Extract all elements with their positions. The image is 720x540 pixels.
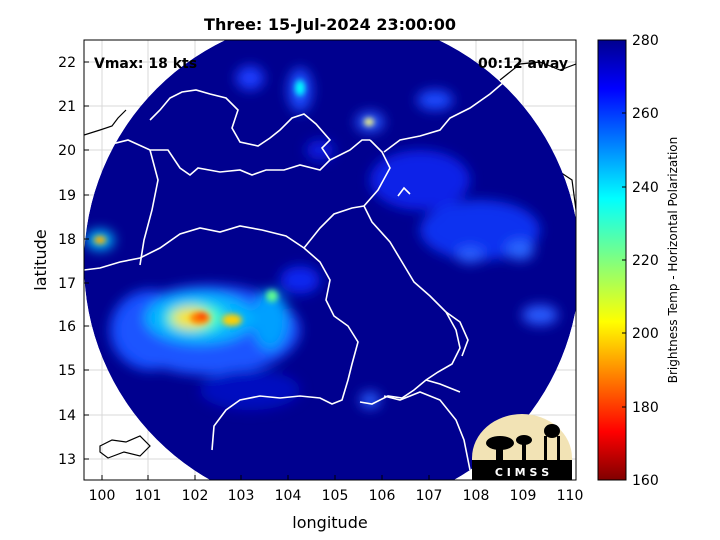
swath-borders	[84, 81, 505, 471]
x-tick-label: 104	[275, 488, 302, 504]
colorbar	[597, 39, 627, 481]
plot-frame	[83, 39, 577, 481]
plot-title: Three: 15-Jul-2024 23:00:00	[204, 15, 456, 34]
y-tick-label: 13	[58, 452, 76, 468]
y-tick-label: 21	[58, 99, 76, 115]
x-axis-label: longitude	[292, 513, 367, 532]
y-tick-label: 15	[58, 363, 76, 379]
x-tick-label: 101	[135, 488, 162, 504]
y-axis-label: latitude	[31, 229, 50, 290]
colorbar-tick-label: 280	[632, 33, 659, 49]
y-tick-label: 20	[58, 143, 76, 159]
x-tick-label: 103	[228, 488, 255, 504]
colorbar-tick-label: 160	[632, 473, 659, 489]
y-tick-label: 19	[58, 188, 76, 204]
x-tick-label: 106	[369, 488, 396, 504]
x-tick-label: 105	[322, 488, 349, 504]
x-tick-label: 107	[416, 488, 443, 504]
y-tick-label: 22	[58, 55, 76, 71]
x-tick-label: 102	[182, 488, 209, 504]
colorbar-tick-label: 240	[632, 180, 659, 196]
colorbar-ticks	[622, 112, 626, 408]
x-tick-label: 100	[89, 488, 116, 504]
brightness-swath	[84, 40, 576, 480]
vmax-label: Vmax: 18 kts	[94, 56, 197, 72]
x-tick-label: 110	[557, 488, 584, 504]
colorbar-tick-label: 180	[632, 400, 659, 416]
colorbar-tick-label: 260	[632, 106, 659, 122]
y-tick-label: 14	[58, 408, 76, 424]
colorbar-tick-label: 200	[632, 326, 659, 342]
colorbar-label: Brightness Temp - Horizontal Polarizatio…	[666, 137, 680, 384]
y-tick-label: 17	[58, 276, 76, 292]
tick-marks	[84, 61, 524, 480]
colorbar-tick-label: 220	[632, 253, 659, 269]
y-tick-label: 18	[58, 232, 76, 248]
time-away-label: 00:12 away	[478, 56, 568, 72]
y-tick-label: 16	[58, 319, 76, 335]
cimss-logo: C I M S S	[472, 414, 572, 480]
x-tick-label: 109	[510, 488, 537, 504]
x-tick-label: 108	[463, 488, 490, 504]
logo-text: C I M S S	[495, 466, 549, 479]
